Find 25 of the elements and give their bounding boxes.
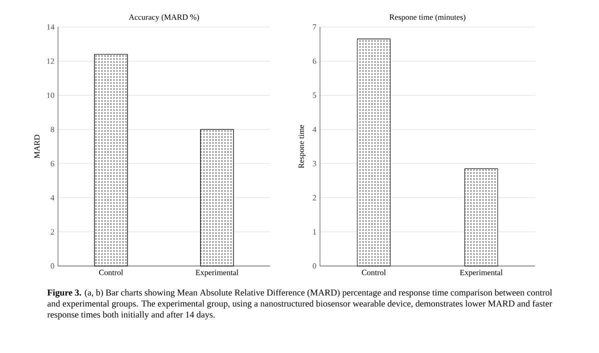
y-tick-label: 14: [47, 24, 54, 30]
y-tick-label: 10: [47, 92, 54, 98]
x-tick-label: Control: [99, 270, 124, 276]
chart-title: Accuracy (MARD %): [128, 14, 199, 22]
y-tick-label: 8: [50, 126, 54, 132]
y-tick-label: 4: [312, 126, 316, 132]
y-tick-label: 7: [313, 24, 316, 30]
y-tick-label: 4: [50, 195, 54, 200]
x-tick-label: Experimental: [460, 270, 503, 277]
y-axis-title: MARD: [34, 134, 40, 158]
y-tick-label: 2: [50, 229, 54, 235]
y-tick-label: 2: [312, 195, 316, 200]
y-tick-label: 0: [312, 263, 316, 269]
y-tick-label: 5: [312, 92, 316, 98]
chart-title: Respone time (minutes): [390, 14, 466, 22]
y-tick-label: 6: [312, 58, 316, 64]
y-tick-label: 6: [50, 160, 54, 166]
text: Figure 3. (a, b) Bar charts showing Mean Absolute Relative Difference (MARD) percentage and response time comparison between control and experimental groups. The experimental group, using a nanostructured biosensor wearable device, demonstrates lower MARD and faster response times both initially and after 14 days.: [47, 289, 552, 320]
x-tick-label: Experimental: [196, 270, 238, 277]
y-tick-label: 12: [47, 58, 54, 64]
x-tick-label: Control: [362, 270, 386, 276]
y-tick-label: 3: [312, 160, 316, 166]
y-axis-title: Respone time: [298, 124, 306, 168]
y-tick-label: 0: [50, 263, 54, 269]
y-tick-label: 1: [313, 229, 316, 234]
